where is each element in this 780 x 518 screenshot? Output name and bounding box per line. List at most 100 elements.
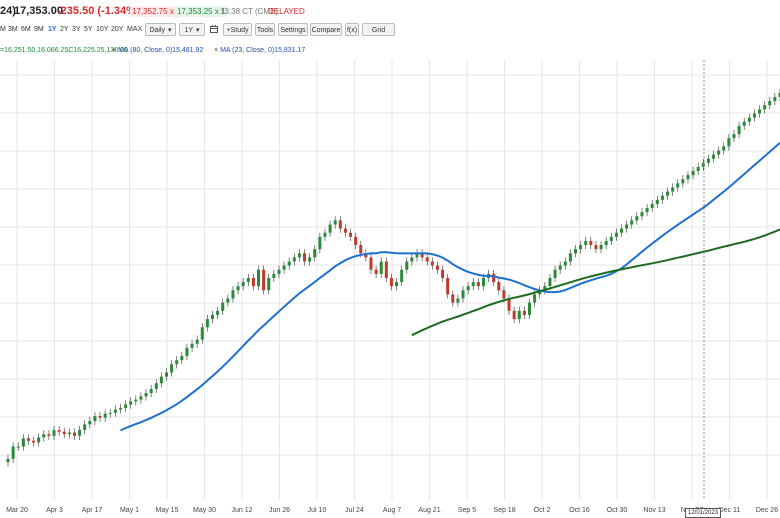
candle-body [139, 396, 142, 399]
x-tick-label: Aug 7 [383, 507, 401, 514]
candle-body [497, 282, 500, 290]
candle-body [717, 150, 720, 154]
candle-body [635, 216, 638, 220]
candle-body [32, 441, 35, 443]
candle-body [323, 233, 326, 237]
candle-body [124, 405, 127, 408]
candle-body [78, 430, 81, 436]
x-tick-label: Jun 26 [269, 507, 290, 514]
candle-body [88, 421, 91, 424]
candle-body [257, 270, 260, 286]
candle-body [732, 134, 735, 138]
candle-body [436, 266, 439, 270]
candle-body [671, 187, 674, 191]
candle-body [605, 241, 608, 245]
candle-body [676, 183, 679, 187]
x-tick-label: Mar 20 [6, 507, 28, 514]
candle-body [472, 282, 475, 286]
candle-body [554, 270, 557, 278]
candle-body [528, 303, 531, 315]
x-tick-label: May 1 [120, 507, 139, 514]
candle-body [600, 245, 603, 249]
candle-body [548, 278, 551, 286]
candle-body [160, 377, 163, 384]
candle-body [656, 200, 659, 204]
candle-body [165, 373, 168, 377]
candle-body [492, 274, 495, 282]
crosshair-date-label: 12/01/2023 [685, 508, 721, 518]
candle-body [482, 278, 485, 286]
candle-body [661, 196, 664, 200]
candle-body [523, 311, 526, 315]
candle-body [753, 113, 756, 117]
candle-body [400, 270, 403, 282]
candle-body [564, 261, 567, 265]
candle-body [758, 109, 761, 113]
x-tick-label: May 30 [193, 507, 216, 514]
candle-body [738, 126, 741, 134]
candle-body [252, 278, 255, 286]
candle-body [298, 253, 301, 257]
candle-body [712, 155, 715, 159]
x-tick-label: Sep 5 [458, 507, 476, 514]
candle-body [584, 241, 587, 245]
candle-body [533, 294, 536, 302]
candle-body [129, 401, 132, 404]
candle-body [359, 245, 362, 253]
candle-body [579, 245, 582, 249]
candle-body [773, 97, 776, 101]
candle-body [73, 433, 76, 436]
candle-body [349, 233, 352, 237]
candle-body [666, 192, 669, 196]
candle-body [221, 303, 224, 311]
candle-body [277, 270, 280, 274]
candle-body [651, 204, 654, 208]
candle-body [446, 278, 449, 294]
x-tick-label: Jun 12 [231, 507, 252, 514]
candle-body [646, 208, 649, 212]
candle-body [559, 266, 562, 270]
candle-body [175, 360, 178, 364]
ma23-line [121, 143, 780, 431]
candle-body [114, 410, 117, 413]
candle-body [42, 434, 45, 437]
candle-body [288, 261, 291, 265]
candle-body [22, 438, 25, 446]
x-tick-label: Oct 16 [569, 507, 590, 514]
candle-body [211, 315, 214, 319]
candle-body [594, 245, 597, 249]
x-tick-label: Jul 24 [345, 507, 364, 514]
candle-body [17, 447, 20, 448]
candle-body [513, 311, 516, 319]
x-tick-label: Aug 21 [418, 507, 440, 514]
candle-body [369, 257, 372, 269]
candle-body [12, 447, 15, 459]
candle-body [380, 261, 383, 273]
candle-body [180, 356, 183, 360]
x-tick-label: Jul 10 [308, 507, 327, 514]
candle-body [58, 430, 61, 432]
candle-body [191, 344, 194, 348]
x-tick-label: Apr 3 [46, 507, 63, 514]
candle-body [201, 327, 204, 339]
candle-body [53, 430, 56, 436]
candle-body [426, 257, 429, 261]
candle-body [467, 286, 470, 290]
candle-body [589, 241, 592, 245]
candle-body [262, 270, 265, 291]
candle-body [196, 340, 199, 344]
candle-body [630, 220, 633, 224]
candle-body [329, 224, 332, 232]
candle-body [145, 393, 148, 396]
candle-body [610, 237, 613, 241]
candle-body [748, 118, 751, 122]
candle-body [27, 438, 30, 440]
candle-body [451, 294, 454, 302]
candle-body [150, 389, 153, 393]
candle-body [170, 364, 173, 372]
candle-body [390, 278, 393, 286]
candle-body [134, 400, 137, 402]
candle-body [441, 270, 444, 278]
candle-body [640, 212, 643, 216]
